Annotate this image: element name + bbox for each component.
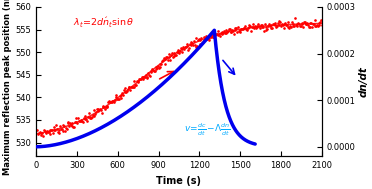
Y-axis label: Maximum reflection peak position (nm): Maximum reflection peak position (nm)	[3, 0, 13, 175]
Text: $\lambda_t\!=\!2d\'n_t\sin\theta$: $\lambda_t\!=\!2d\'n_t\sin\theta$	[73, 16, 134, 30]
X-axis label: Time (s): Time (s)	[157, 176, 201, 186]
Y-axis label: dn/dt: dn/dt	[359, 66, 369, 97]
Text: $v\!=\!\frac{dc}{dt}\!-\!\Lambda\frac{dn}{dt}$: $v\!=\!\frac{dc}{dt}\!-\!\Lambda\frac{dn…	[185, 121, 231, 138]
